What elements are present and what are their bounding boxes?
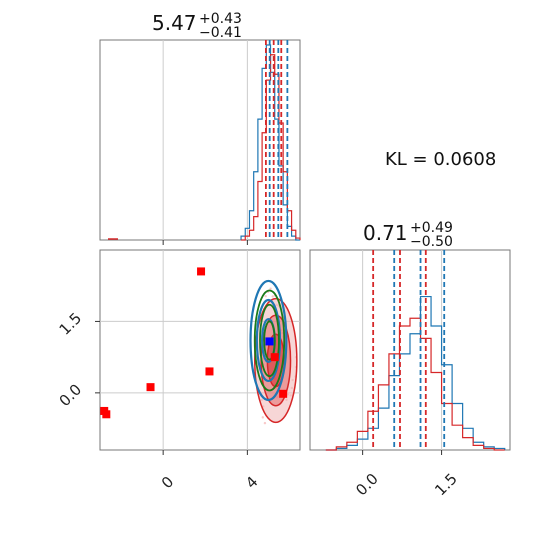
kl-divergence-label: KL = 0.0608 (385, 149, 496, 170)
right-histogram-ticks: 0.0 1.5 (352, 450, 461, 499)
right-histogram-panel: 0.0 1.5 0.71 +0.49 −0.50 (309, 220, 511, 499)
blue-marker (265, 337, 274, 346)
right-histogram-quantiles (372, 250, 446, 450)
red-marker (270, 353, 279, 362)
top-histogram-grid (162, 40, 248, 240)
red-marker (197, 267, 206, 276)
joint-markers (100, 267, 288, 419)
right-title-plus: +0.49 (410, 220, 453, 236)
scatter-point (271, 295, 274, 298)
right-title-value: 0.71 (363, 221, 408, 245)
histogram-series-1 (325, 317, 505, 451)
joint-panel: 0 4 0.0 1.5 (56, 240, 301, 492)
contour-blue (255, 298, 282, 383)
x-tick-label: 4 (242, 473, 261, 492)
scatter-point (269, 287, 272, 290)
contour-green (253, 289, 286, 392)
scatter-point (264, 294, 267, 298)
top-histogram-quantiles (264, 40, 289, 240)
red-marker (102, 410, 111, 419)
x-tick-label: 0 (158, 473, 177, 492)
top-histogram-panel: 5.47 +0.43 −0.41 (99, 11, 301, 241)
top-title-minus: −0.41 (199, 25, 242, 41)
right-histogram-series (325, 295, 506, 451)
contour-green (263, 320, 276, 361)
top-title-plus: +0.43 (199, 11, 242, 27)
joint-ticks: 0 4 0.0 1.5 (56, 240, 262, 492)
red-marker (205, 367, 214, 376)
scatter-point (261, 416, 264, 419)
y-tick-label: 1.5 (56, 309, 86, 339)
joint-frame (99, 249, 301, 451)
red-marker (146, 383, 155, 392)
x-tick-label: 1.5 (431, 470, 461, 500)
x-tick-label: 0.0 (352, 470, 382, 500)
contour-blue (249, 279, 288, 402)
joint-contours (249, 279, 298, 425)
contour-green (259, 303, 280, 378)
y-tick-label: 0.0 (56, 381, 86, 411)
top-title-value: 5.47 (152, 11, 197, 35)
histogram-series-0 (325, 295, 506, 451)
right-title-minus: −0.50 (410, 234, 453, 250)
top-histogram-frame (99, 39, 301, 241)
right-histogram-grid (362, 250, 443, 450)
right-histogram-frame (309, 249, 511, 451)
red-marker (279, 389, 288, 398)
scatter-point (263, 421, 267, 425)
histogram-series-1 (241, 54, 301, 241)
top-histogram-series (108, 44, 301, 241)
